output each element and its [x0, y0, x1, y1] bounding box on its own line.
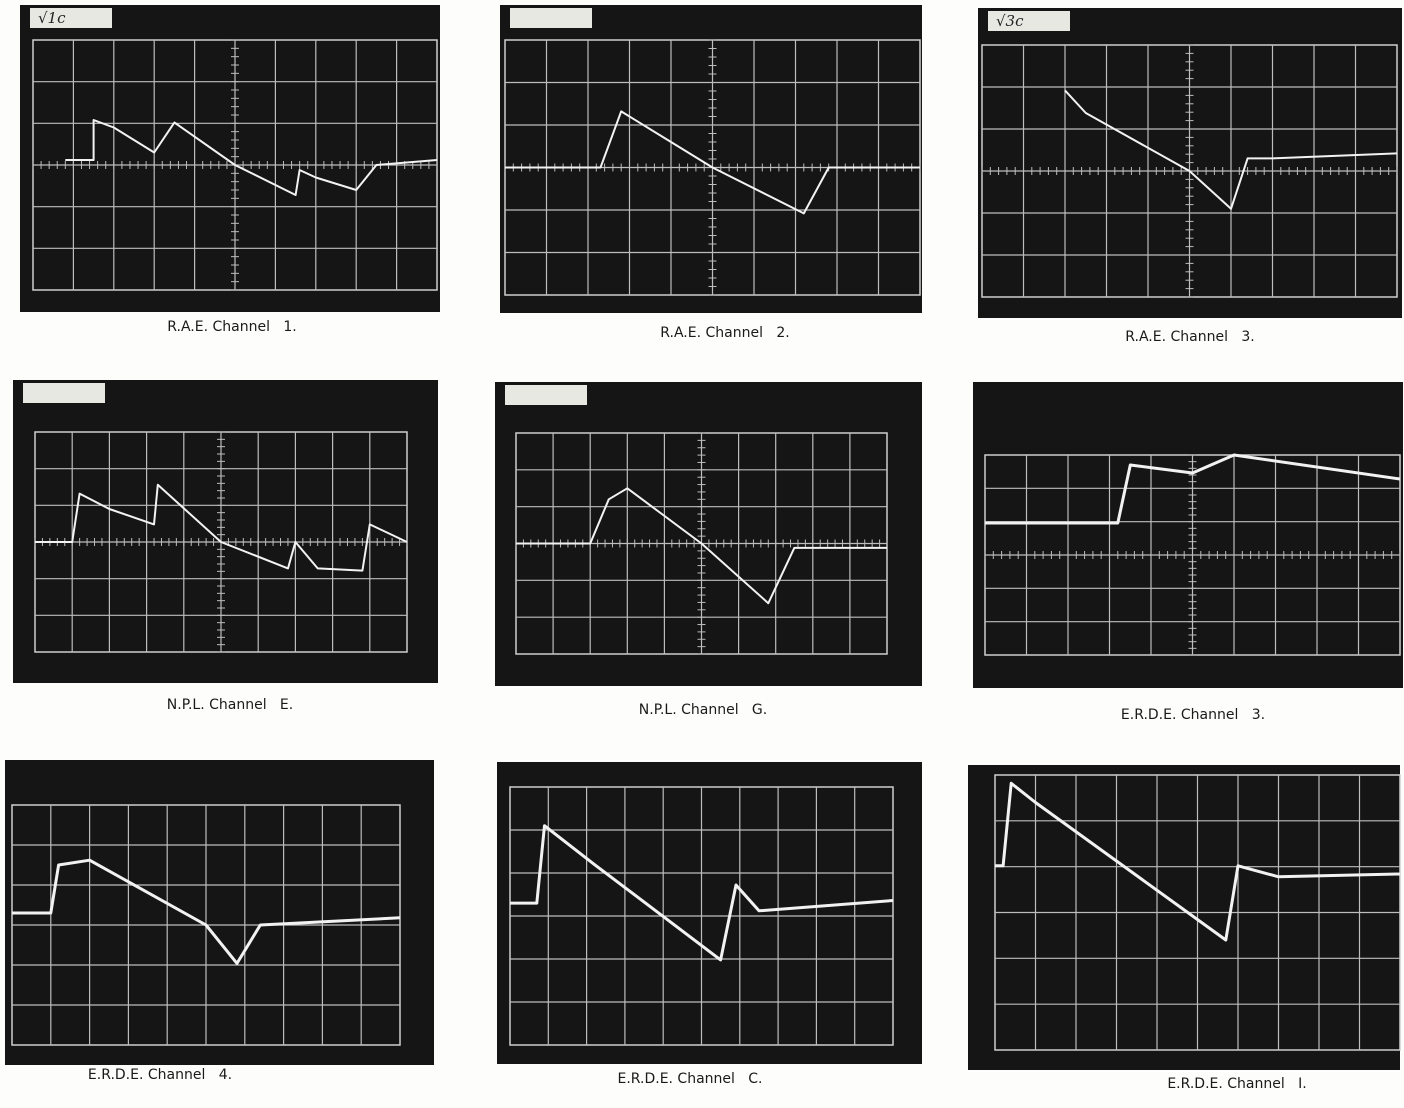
oscillogram: N.P.L. Channel G. [495, 382, 922, 718]
oscillogram: E.R.D.E. Channel 4. [5, 760, 434, 1083]
plate-label [23, 383, 105, 403]
oscillogram: N.P.L. Channel E. [13, 380, 438, 713]
screen [495, 382, 922, 686]
screen [20, 5, 440, 312]
screen [968, 765, 1400, 1070]
caption: E.R.D.E. Channel I. [1167, 1076, 1306, 1092]
caption: E.R.D.E. Channel C. [617, 1071, 762, 1087]
oscillogram: E.R.D.E. Channel 3. [973, 382, 1403, 723]
screen [973, 382, 1403, 688]
trace [65, 119, 438, 196]
caption: E.R.D.E. Channel 4. [88, 1067, 232, 1083]
plate-label [505, 385, 587, 405]
trace [12, 858, 401, 965]
caption: E.R.D.E. Channel 3. [1121, 707, 1265, 723]
oscillogram: E.R.D.E. Channel C. [497, 762, 922, 1087]
caption: R.A.E. Channel 1. [167, 319, 296, 335]
trace [985, 453, 1401, 525]
trace [1064, 89, 1398, 210]
plate-tag: √1c [38, 9, 66, 27]
caption: R.A.E. Channel 2. [660, 325, 789, 341]
trace [510, 824, 894, 962]
screen [5, 760, 434, 1065]
plate-label [988, 11, 1070, 31]
plate-label [30, 8, 112, 28]
plate-label [510, 8, 592, 28]
trace [505, 110, 920, 215]
screen [13, 380, 438, 683]
oscillogram: R.A.E. Channel 2. [500, 5, 922, 341]
oscillogram: √1c R.A.E. Channel 1. [20, 5, 440, 335]
trace [35, 483, 408, 572]
oscillogram: √3c R.A.E. Channel 3. [978, 8, 1402, 345]
trace [516, 487, 887, 605]
caption: N.P.L. Channel G. [639, 702, 767, 718]
caption: R.A.E. Channel 3. [1125, 329, 1254, 345]
oscillogram: E.R.D.E. Channel I. [968, 765, 1401, 1092]
caption: N.P.L. Channel E. [167, 697, 293, 713]
screen [497, 762, 922, 1064]
plate-tag: √3c [996, 12, 1024, 30]
trace [995, 781, 1401, 942]
